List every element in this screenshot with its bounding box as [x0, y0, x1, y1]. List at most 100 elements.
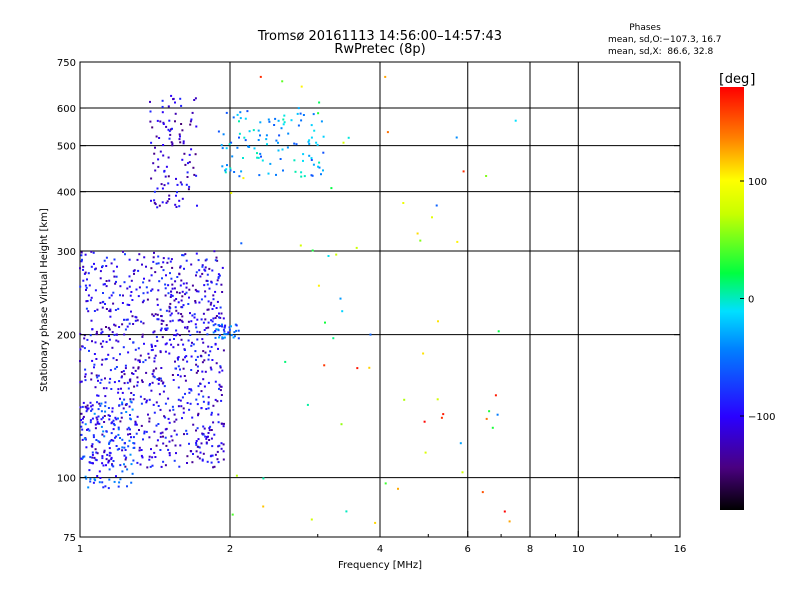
echo-point: [142, 438, 144, 441]
echo-point: [85, 477, 88, 480]
echo-point: [212, 331, 215, 334]
echo-point: [100, 332, 103, 335]
echo-point: [101, 462, 104, 465]
echo-point: [102, 387, 105, 390]
echo-point: [123, 318, 125, 321]
echo-point: [181, 306, 184, 309]
echo-point: [102, 340, 105, 343]
echo-point: [81, 438, 84, 441]
echo-point: [126, 428, 129, 431]
echo-point: [117, 485, 120, 488]
echo-point: [172, 379, 175, 381]
echo-point: [141, 456, 144, 459]
echo-point: [138, 449, 141, 452]
echo-point: [99, 301, 102, 304]
echo-point: [165, 427, 168, 430]
x-tick-label: 2: [227, 544, 233, 555]
echo-point: [111, 463, 113, 466]
echo-point: [185, 183, 188, 186]
echo-point: [83, 337, 86, 340]
echo-point: [196, 455, 199, 458]
echo-point: [193, 99, 196, 101]
echo-point: [154, 203, 157, 206]
echo-point: [169, 302, 172, 305]
echo-point: [207, 407, 210, 410]
echo-point: [95, 439, 98, 441]
echo-point: [179, 266, 182, 269]
echo-point: [123, 446, 126, 449]
echo-point: [218, 383, 221, 386]
echo-point: [105, 256, 108, 259]
echo-point: [112, 422, 115, 425]
echo-point: [185, 291, 188, 294]
echo-point: [174, 306, 177, 309]
echo-point: [80, 425, 83, 428]
echo-point: [136, 319, 139, 322]
echo-point: [114, 324, 117, 327]
echo-point: [145, 401, 148, 404]
echo-point: [82, 401, 85, 404]
echo-point: [151, 345, 153, 348]
echo-point: [84, 438, 87, 441]
echo-point: [165, 125, 168, 128]
echo-point: [117, 417, 119, 420]
echo-point: [222, 133, 225, 136]
echo-point: [159, 150, 162, 153]
echo-point: [202, 341, 205, 344]
echo-point: [195, 252, 198, 255]
echo-point: [218, 334, 221, 337]
echo-point: [101, 481, 104, 484]
echo-point: [114, 282, 117, 285]
chart-subtitle: RwPretec (8p): [334, 42, 425, 57]
echo-point: [137, 359, 140, 362]
echo-point: [100, 378, 103, 381]
echo-point: [127, 445, 130, 448]
echo-point: [312, 113, 315, 116]
echo-point: [112, 439, 115, 442]
echo-point: [175, 433, 178, 436]
echo-point: [248, 130, 251, 133]
echo-point: [131, 299, 134, 301]
echo-point: [86, 300, 89, 302]
echo-point: [164, 175, 167, 178]
echo-point: [129, 400, 132, 403]
echo-point: [310, 174, 313, 177]
echo-point: [204, 295, 207, 298]
echo-point: [222, 317, 225, 320]
echo-point: [220, 394, 223, 396]
echo-point: [297, 124, 300, 127]
echo-point: [220, 399, 223, 402]
echo-point: [135, 423, 138, 426]
echo-point: [122, 294, 124, 297]
echo-point: [462, 170, 465, 173]
echo-point: [308, 142, 311, 145]
echo-point: [195, 371, 198, 374]
echo-point: [160, 266, 163, 268]
echo-point: [91, 462, 94, 465]
echo-point: [184, 356, 186, 359]
echo-point: [218, 387, 220, 390]
echo-point: [369, 333, 372, 336]
echo-point: [144, 359, 147, 362]
echo-point: [151, 381, 154, 384]
echo-point: [91, 453, 94, 456]
echo-point: [220, 283, 223, 286]
echo-point: [108, 415, 111, 417]
echo-point: [80, 419, 82, 421]
echo-point: [100, 402, 103, 405]
echo-point: [101, 306, 104, 309]
echo-point: [306, 403, 309, 406]
x-tick-label: 1: [77, 544, 83, 555]
echo-point: [139, 395, 142, 398]
echo-point: [108, 442, 110, 445]
echo-point: [148, 279, 151, 282]
echo-point: [171, 287, 174, 290]
echo-point: [212, 298, 215, 301]
echo-point: [214, 290, 217, 293]
echo-point: [195, 398, 198, 401]
echo-point: [230, 192, 233, 194]
echo-point: [277, 119, 280, 122]
echo-point: [171, 144, 174, 147]
colorbar-unit-label: deg: [725, 72, 750, 87]
echo-point: [160, 319, 163, 322]
